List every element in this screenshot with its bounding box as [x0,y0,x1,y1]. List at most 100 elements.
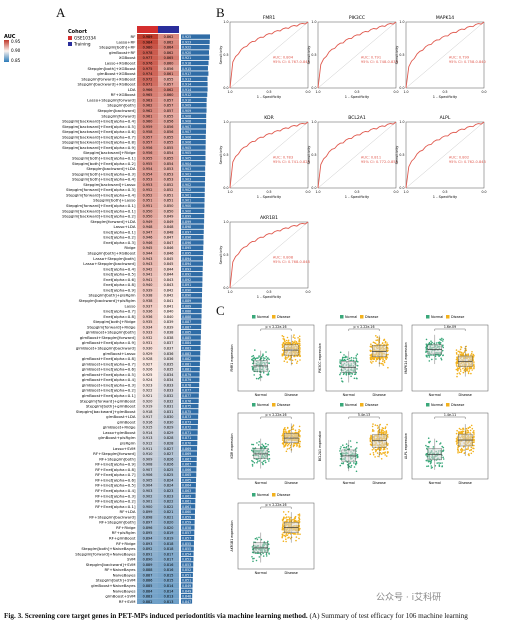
mean-auc-value: 0.859 [182,515,191,519]
normal-point [259,552,261,555]
auc-value-gse10334: 0.972 [143,77,153,81]
mean-auc-value: 0.901 [182,193,191,197]
roc-curve [405,121,485,189]
auc-value-gse10334: 0.950 [143,209,153,213]
roc-y-tick: 0.0 [311,186,316,190]
normal-point [438,462,440,464]
model-label: plsRglm [120,441,136,446]
legend-swatch-disease [272,403,276,407]
auc-value-gse10334: 0.961 [143,114,153,118]
mean-auc-value: 0.859 [182,521,191,525]
mean-auc-value: 0.920 [182,51,191,55]
model-label: glmBoost+SVM [105,594,135,599]
mean-auc-value: 0.890 [182,294,191,298]
mean-auc-value: 0.867 [182,463,191,467]
auc-cell-training [158,450,179,457]
normal-point [343,356,345,359]
model-label: Stepglm[both]+NaiveBayes [81,546,135,551]
mean-auc-value: 0.871 [182,431,191,435]
auc-value-training: 0.851 [164,199,174,203]
disease-point [373,448,375,450]
disease-point [455,438,458,440]
disease-point [286,361,288,363]
auc-value-gse10334: 0.955 [143,162,153,166]
model-label: RF+Ridge [116,541,136,546]
disease-point [472,364,475,367]
mean-auc-bar [181,451,197,456]
normal-point [356,353,359,355]
disease-point [295,442,297,445]
auc-cell-training [158,155,179,161]
normal-point [251,556,253,558]
auc-value-training: 0.838 [164,336,174,340]
model-label: RF+LDA [120,509,136,514]
disease-point [467,372,470,375]
auc-value-training: 0.840 [164,310,174,314]
disease-point [294,358,297,361]
model-label: Stepglm[backward]+Enet[alpha=0.1] [62,208,136,213]
disease-point [299,349,301,351]
auc-cell-gse10334 [137,387,158,393]
auc-cell-gse10334 [137,86,158,93]
auc-cell-gse10334 [137,524,158,531]
roc-y-tick: 0.5 [311,53,316,57]
mean-auc-value: 0.849 [182,584,191,588]
mean-auc-value: 0.895 [182,246,191,250]
disease-point [456,361,459,364]
auc-value-training: 0.862 [164,51,174,55]
disease-point [386,353,388,356]
roc-x-tick: 1.0 [227,90,232,94]
disease-point [288,516,290,518]
auc-value-gse10334: 0.927 [143,362,153,366]
auc-cell-training [158,303,179,309]
disease-point [473,367,475,370]
disease-point [456,357,459,360]
normal-point [349,462,351,464]
normal-point [344,356,347,359]
auc-value-gse10334: 0.912 [143,442,153,446]
auc-cell-gse10334 [137,297,158,304]
disease-point [377,427,379,429]
mean-auc-value: 0.882 [182,357,191,361]
disease-point [377,343,380,345]
auc-cell-gse10334 [137,493,158,499]
roc-curve [229,121,309,189]
roc-x-tick: 0.5 [266,90,271,94]
model-label: Stepglm[backward]+Enet[alpha=0.7] [62,134,136,139]
auc-cell-gse10334 [137,593,158,599]
disease-point [293,442,295,445]
auc-value-training: 0.849 [164,215,174,219]
disease-point [370,440,372,443]
significance-bracket [260,328,292,331]
disease-point [382,431,385,434]
mean-auc-value: 0.873 [182,420,191,424]
roc-x-label: 1 - Specificity [257,295,282,299]
disease-point [379,358,382,361]
mean-auc-bar [181,535,195,541]
mean-auc-bar [181,483,196,488]
normal-point [265,355,267,358]
auc-tick-1: 0.95 [11,39,21,44]
auc-value-training: 0.823 [164,489,174,493]
disease-point [380,362,383,365]
auc-cell-gse10334 [137,392,158,399]
auc-cell-training [158,593,179,599]
normal-point [350,466,352,468]
auc-cell-training [158,440,179,446]
auc-cell-training [158,561,179,568]
auc-cell-training [158,218,179,224]
disease-point [372,428,374,431]
disease-point [289,519,291,521]
auc-value-gse10334: 0.980 [143,46,153,50]
model-label: Stepglm[forward]+Enet[alpha=0.3] [66,187,136,192]
disease-point [296,533,298,535]
disease-point [376,344,378,346]
normal-point [355,470,358,473]
normal-point [355,461,358,464]
model-label: Enet[alpha=0.1] [103,229,136,234]
normal-point [265,553,268,555]
legend-label-disease: Disease [451,315,464,319]
model-label: Lasso+RF [116,39,136,44]
roc-title: KDR [264,115,274,121]
auc-cell-training [158,429,179,436]
